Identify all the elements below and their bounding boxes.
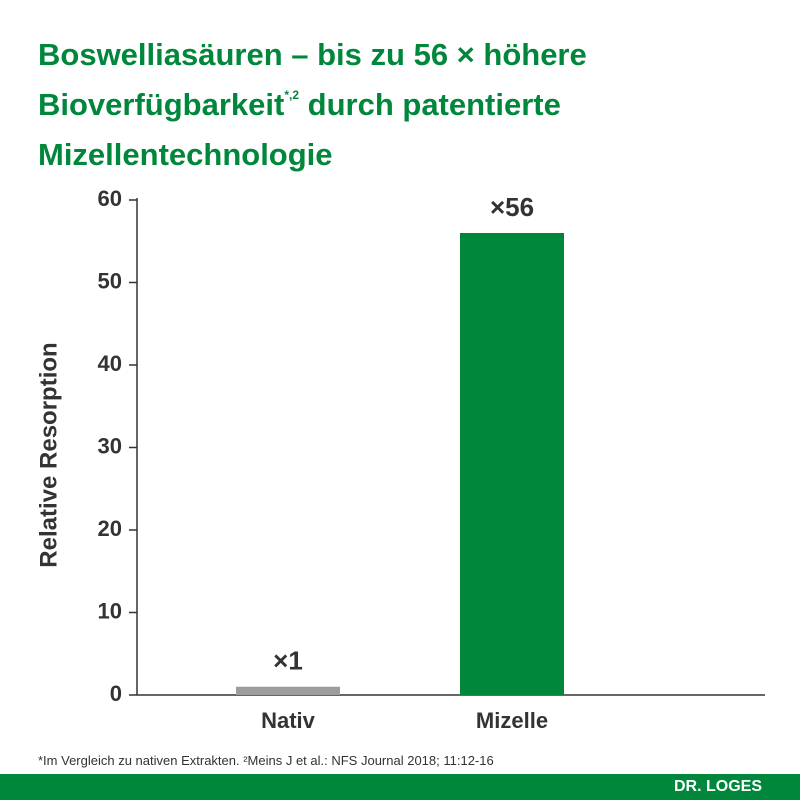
y-tick-label: 10 — [98, 598, 122, 623]
y-tick-label: 60 — [98, 186, 122, 211]
y-axis-label: Relative Resorption — [35, 342, 62, 567]
y-tick-label: 20 — [98, 516, 122, 541]
x-tick-label: Nativ — [261, 708, 316, 733]
value-label: ×1 — [273, 646, 303, 676]
y-tick-label: 40 — [98, 351, 122, 376]
value-label: ×56 — [490, 192, 534, 222]
brand-bar: DR. LOGES — [0, 774, 800, 800]
footnote: *Im Vergleich zu nativen Extrakten. ²Mei… — [38, 753, 494, 768]
bar — [236, 686, 340, 695]
y-tick-label: 50 — [98, 268, 122, 293]
brand: DR. LOGES — [673, 778, 762, 795]
bar — [460, 233, 564, 695]
title-text: Boswelliasäuren – bis zu 56 × höhere Bio… — [38, 37, 587, 122]
chart-title: Boswelliasäuren – bis zu 56 × höhere Bio… — [38, 30, 698, 180]
title-superscript: *,2 — [284, 88, 300, 102]
y-tick-label: 30 — [98, 433, 122, 458]
title-continued: durch patentierte Mizellentechnologie — [38, 87, 561, 172]
y-tick-label: 0 — [110, 681, 122, 706]
x-tick-label: Mizelle — [476, 708, 548, 733]
chart: Relative Resorption 0 10 20 30 40 50 60 Nativ ×1… — [35, 186, 765, 733]
